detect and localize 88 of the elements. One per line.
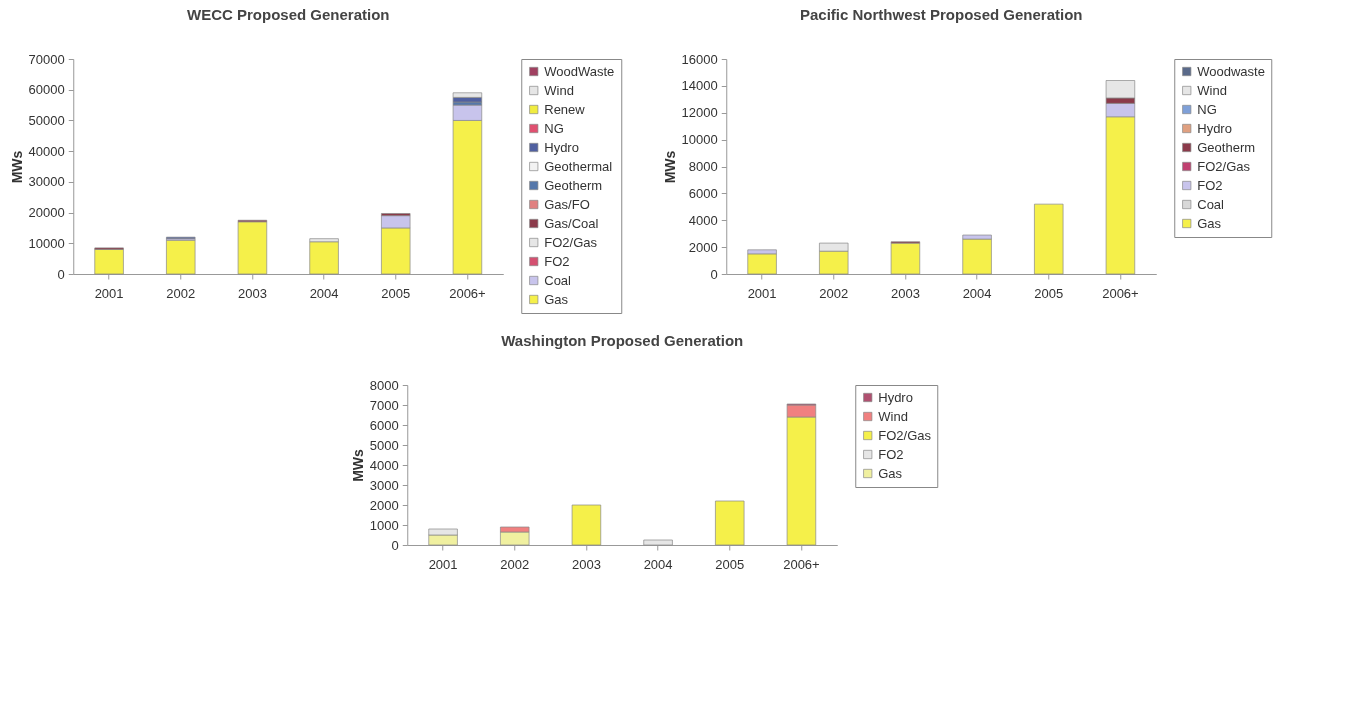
y-tick-label: 6000	[369, 417, 399, 433]
bar	[962, 238, 992, 275]
y-tick-label: 5000	[369, 437, 399, 453]
x-tick-label: 2006+	[1102, 285, 1139, 301]
legend-label: Wind	[1197, 82, 1227, 98]
legend-label: Wind	[878, 408, 908, 424]
y-tick-label: 2000	[369, 497, 399, 513]
x-tick-label: 2003	[571, 556, 601, 572]
legend-label: FO2/Gas	[878, 427, 932, 443]
bar	[571, 504, 602, 546]
y-tick-label: 20000	[28, 205, 65, 221]
legend-label: Hydro	[1197, 120, 1232, 136]
x-tick-label: 2005	[1034, 285, 1064, 301]
y-tick-label: 7000	[369, 397, 399, 413]
bar	[309, 241, 339, 275]
y-tick-label: 40000	[28, 143, 65, 159]
y-tick-label: 3000	[369, 477, 399, 493]
y-axis-title: MWs	[8, 150, 25, 184]
y-tick-label: 60000	[28, 82, 65, 98]
legend-label: Gas	[544, 291, 569, 307]
x-tick-label: 2001	[428, 556, 458, 572]
bar	[890, 242, 921, 275]
legend-label: Geotherm	[544, 177, 603, 193]
y-tick-label: 2000	[688, 239, 718, 255]
legend-label: Geotherm	[1197, 139, 1256, 155]
x-tick-label: 2001	[747, 285, 777, 301]
x-tick-label: 2003	[237, 285, 267, 301]
y-tick-label: 70000	[28, 51, 65, 67]
y-tick-label: 6000	[688, 185, 718, 201]
y-tick-label: 12000	[681, 105, 718, 121]
y-tick-label: 50000	[28, 112, 65, 128]
x-tick-label: 2002	[500, 556, 530, 572]
x-tick-label: 2002	[819, 285, 849, 301]
bar	[715, 500, 745, 546]
x-tick-label: 2006+	[783, 556, 820, 572]
y-tick-label: 14000	[681, 78, 718, 94]
y-tick-label: 0	[710, 266, 718, 282]
y-tick-label: 8000	[369, 377, 399, 393]
y-tick-label: 4000	[369, 457, 399, 473]
x-tick-label: 2001	[94, 285, 124, 301]
y-tick-label: 0	[57, 266, 65, 282]
x-tick-label: 2002	[166, 285, 196, 301]
y-axis-title: MWs	[661, 150, 678, 184]
legend-label: Renew	[544, 101, 586, 117]
x-tick-label: 2004	[309, 285, 339, 301]
legend-label: Gas	[1197, 215, 1222, 231]
bar	[643, 539, 673, 546]
x-tick-label: 2004	[643, 556, 673, 572]
bar	[166, 239, 196, 275]
legend-label: Hydro	[544, 139, 579, 155]
legend-label: Woodwaste	[1197, 63, 1265, 79]
legend-label: Coal	[544, 272, 572, 288]
y-tick-label: 1000	[369, 517, 399, 533]
legend-label: Gas/Coal	[544, 215, 599, 231]
y-tick-label: 10000	[28, 235, 65, 251]
legend-label: FO2/Gas	[1197, 158, 1251, 174]
legend-label: Geothermal	[544, 158, 613, 174]
bar	[1034, 203, 1064, 275]
y-axis-title: MWs	[349, 448, 366, 482]
y-tick-label: 30000	[28, 174, 65, 190]
x-tick-label: 2005	[381, 285, 411, 301]
legend-label: WoodWaste	[544, 63, 615, 79]
y-tick-label: 0	[391, 537, 399, 553]
y-tick-label: 8000	[688, 159, 718, 174]
x-tick-label: 2005	[715, 556, 745, 572]
legend-label: Coal	[1197, 196, 1225, 212]
x-tick-label: 2004	[962, 285, 992, 301]
chart-title: WECC Proposed Generation	[186, 6, 390, 23]
legend-label: FO2	[878, 446, 904, 462]
legend-label: FO2	[1197, 177, 1223, 193]
legend-label: FO2	[544, 253, 570, 269]
legend-label: NG	[1197, 101, 1217, 117]
y-tick-label: 16000	[681, 51, 718, 67]
x-tick-label: 2006+	[449, 285, 486, 301]
y-tick-label: 10000	[681, 132, 718, 148]
legend-label: Hydro	[878, 389, 913, 405]
y-tick-label: 4000	[688, 212, 718, 228]
chart-title: Washington Proposed Generation	[501, 332, 744, 349]
bar	[237, 221, 268, 275]
legend-label: NG	[544, 120, 564, 136]
bar	[747, 253, 777, 275]
bar	[94, 249, 124, 275]
legend-label: Wind	[544, 82, 574, 98]
x-tick-label: 2003	[890, 285, 920, 301]
legend-label: FO2/Gas	[544, 234, 598, 250]
legend-label: Gas	[878, 465, 903, 481]
chart-title: Pacific Northwest Proposed Generation	[799, 6, 1083, 23]
legend-label: Gas/FO	[544, 196, 590, 212]
